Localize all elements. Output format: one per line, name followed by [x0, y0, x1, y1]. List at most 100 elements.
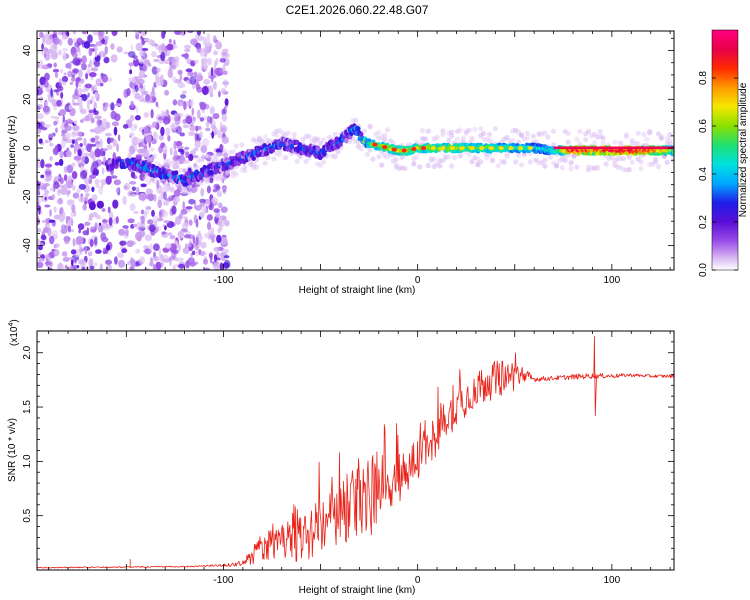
- spectrogram-noise-cell: [97, 214, 102, 221]
- spectrogram-halo-cell: [186, 189, 193, 195]
- spectrogram-noise-cell: [203, 78, 211, 85]
- spectrogram-halo-cell: [600, 135, 606, 141]
- spectrogram-halo-cell: [501, 160, 507, 166]
- spectrogram-noise-cell: [40, 234, 47, 241]
- spectrogram-ridge-cell: [371, 139, 376, 144]
- spectrogram-noise-cell: [103, 56, 110, 64]
- spectrogram-noise-cell: [62, 81, 66, 86]
- spectrogram-halo-cell: [230, 149, 236, 155]
- spectrogram-noise-cell: [183, 44, 192, 49]
- spectrogram-noise-cell: [138, 59, 146, 65]
- spectrogram-halo-cell: [204, 177, 210, 183]
- spectrogram-noise-cell: [72, 192, 80, 199]
- spectrogram-noise-cell: [91, 228, 97, 233]
- spectrogram-noise-cell: [56, 189, 61, 197]
- spectrogram-halo-cell: [335, 148, 341, 155]
- spectrogram-noise-cell: [116, 143, 119, 153]
- spectrogram-noise-cell: [195, 83, 201, 91]
- spectrogram-halo-cell: [486, 152, 493, 158]
- spectrogram-halo-cell: [425, 128, 431, 134]
- spectrogram-noise-cell: [85, 192, 89, 202]
- spectrogram-noise-cell: [160, 126, 165, 136]
- spectrogram-noise-cell: [117, 252, 124, 259]
- spectrogram-noise-cell: [143, 126, 150, 135]
- snr-y-tick-label: 0.5: [22, 508, 33, 522]
- spectrogram-noise-cell: [185, 151, 190, 159]
- spectrogram-noise-cell: [167, 135, 171, 142]
- spectrogram-noise-cell: [105, 244, 111, 251]
- spectrogram-noise-cell: [43, 227, 49, 233]
- spectrogram-noise-cell: [67, 70, 73, 78]
- spectrogram-noise-cell: [203, 46, 211, 54]
- spectrogram-halo-cell: [562, 157, 568, 163]
- spectrogram-noise-cell: [62, 52, 67, 62]
- spectrogram-noise-cell: [84, 221, 91, 226]
- spectrogram-noise-cell: [37, 128, 42, 134]
- spectrogram-noise-cell: [71, 77, 76, 82]
- spectrogram-y-label: Frequency (Hz): [7, 116, 18, 185]
- spectrogram-noise-cell: [217, 227, 222, 234]
- spectrogram-noise-cell: [138, 192, 147, 201]
- spectrogram-noise-cell: [94, 179, 100, 185]
- spectrogram-noise-cell: [58, 158, 64, 166]
- spectrogram-noise-cell: [140, 215, 145, 224]
- colorbar-label: Normalized spectral amplitude: [738, 82, 749, 217]
- spectrogram-noise-cell: [177, 243, 181, 252]
- spectrogram-noise-cell: [216, 190, 223, 198]
- spectrogram-noise-cell: [83, 177, 91, 185]
- spectrogram-noise-cell: [143, 90, 149, 96]
- spectrogram-noise-cell: [101, 236, 109, 243]
- spectrogram-noise-cell: [143, 84, 146, 91]
- spectrogram-noise-cell: [158, 248, 162, 257]
- spectrogram-noise-cell: [132, 193, 137, 197]
- spectrogram-noise-cell: [109, 175, 118, 179]
- spectrogram-noise-cell: [198, 230, 201, 236]
- spectrogram-halo-cell: [585, 128, 592, 135]
- spectrogram-noise-cell: [81, 63, 87, 71]
- spectrogram-noise-cell: [70, 211, 75, 218]
- spectrogram-ridge-cell: [356, 126, 361, 132]
- spectrogram-peak-cell: [527, 146, 533, 151]
- spectrogram-noise-cell: [88, 47, 93, 57]
- spectrogram-noise-cell: [69, 61, 72, 71]
- spectrogram-noise-cell: [210, 67, 214, 76]
- spectrogram-noise-cell: [88, 109, 94, 114]
- spectrogram-noise-cell: [169, 147, 173, 156]
- spectrogram-noise-cell: [105, 103, 111, 108]
- spectrogram-noise-cell: [49, 209, 52, 217]
- spectrogram-noise-cell: [185, 206, 193, 210]
- spectrogram-halo-cell: [542, 157, 548, 163]
- spectrogram-halo-cell: [285, 130, 292, 136]
- spectrogram-noise-cell: [37, 113, 44, 120]
- spectrogram-noise-cell: [135, 231, 143, 241]
- spectrogram-noise-cell: [141, 129, 145, 136]
- spectrogram-halo-cell: [635, 141, 641, 147]
- spectrogram-noise-cell: [192, 147, 199, 152]
- spectrogram-noise-cell: [72, 238, 76, 247]
- spectrogram-noise-cell: [205, 38, 211, 48]
- spectrogram-noise-cell: [173, 189, 181, 197]
- spectrogram-noise-cell: [64, 264, 68, 270]
- spectrogram-halo-cell: [670, 158, 674, 164]
- spectrogram-halo-cell: [542, 163, 548, 169]
- spectrogram-noise-cell: [93, 108, 96, 113]
- spectrogram-noise-cell: [155, 261, 162, 270]
- spectrogram-noise-cell: [105, 175, 112, 185]
- spectrogram-ridge-cell: [338, 141, 343, 147]
- spectrogram-noise-cell: [224, 98, 229, 106]
- spectrogram-noise-cell: [196, 31, 202, 36]
- spectrogram-noise-cell: [149, 147, 155, 152]
- spectrogram-halo-cell: [518, 162, 525, 168]
- spectrogram-noise-cell: [131, 136, 139, 146]
- snr-plot-area: [37, 336, 674, 569]
- spectrogram-noise-cell: [43, 80, 49, 88]
- spectrogram-halo-cell: [224, 169, 230, 175]
- spectrogram-noise-cell: [72, 31, 76, 35]
- spectrogram-noise-cell: [139, 148, 147, 153]
- spectrogram-halo-cell: [163, 179, 169, 185]
- spectrogram-noise-cell: [60, 68, 64, 74]
- snr-y-multiplier-close: ): [9, 319, 20, 322]
- colorbar-gradient: [711, 29, 739, 271]
- spectrogram-y-tick-label: 40: [22, 45, 33, 57]
- spectrogram-noise-cell: [206, 214, 213, 221]
